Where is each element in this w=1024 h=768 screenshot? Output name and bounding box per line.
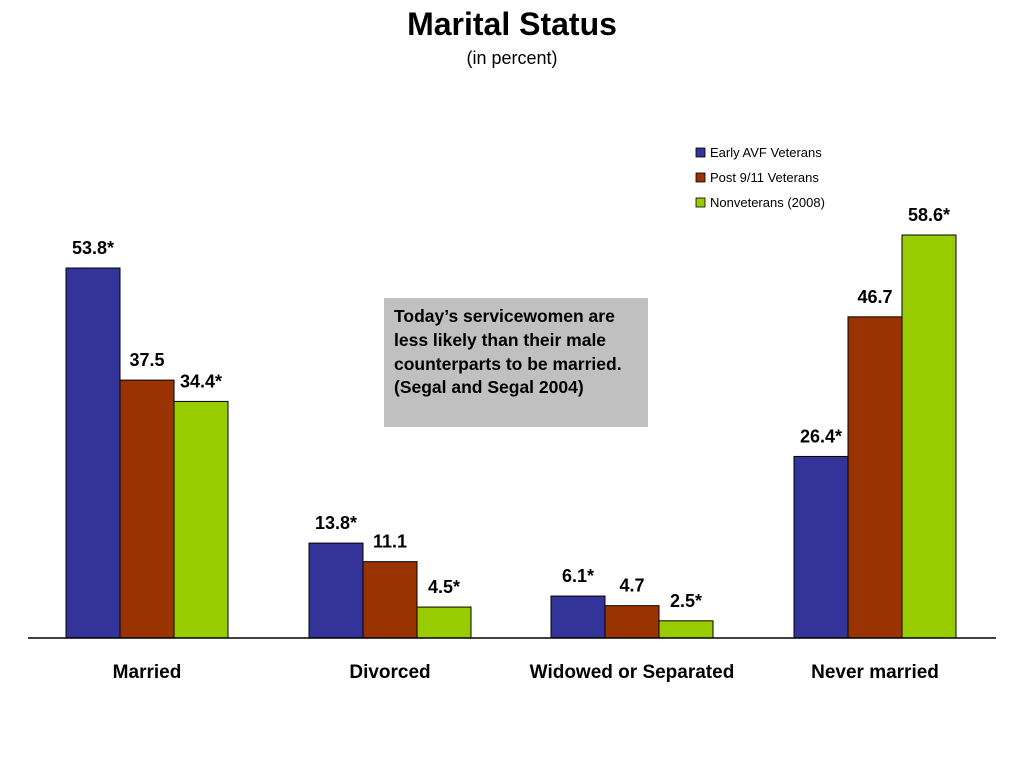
bar-value-label: 11.1 (373, 532, 407, 552)
bar-value-label: 4.7 (619, 576, 644, 596)
bar (173, 400, 229, 639)
bar-value-label: 37.5 (129, 350, 164, 370)
bar-value-label: 2.5* (670, 591, 702, 611)
bar (901, 234, 957, 639)
bar-value-label: 53.8* (72, 238, 114, 258)
category-label: Widowed or Separated (530, 662, 735, 683)
bar (793, 455, 849, 639)
bar-value-label: 26.4* (800, 426, 842, 446)
bar-value-label: 13.8* (315, 513, 357, 533)
callout-box: Today’s servicewomen are less likely tha… (384, 298, 648, 427)
chart-title: Marital Status (407, 6, 617, 42)
bar (550, 595, 606, 639)
bar (308, 542, 364, 639)
bar (65, 267, 121, 639)
bar-value-label: 58.6* (908, 205, 950, 225)
legend-label: Nonveterans (2008) (710, 195, 825, 210)
legend-swatch (695, 147, 706, 158)
bar (847, 316, 903, 639)
category-label: Married (113, 662, 182, 683)
legend-label: Post 9/11 Veterans (710, 170, 819, 185)
bar-value-label: 34.4* (180, 371, 222, 391)
bar-value-label: 6.1* (562, 566, 594, 586)
legend-swatch (695, 172, 706, 183)
bar-value-label: 46.7 (857, 287, 892, 307)
bar-value-label: 4.5* (428, 577, 460, 597)
legend-label: Early AVF Veterans (710, 145, 822, 160)
chart-subtitle: (in percent) (466, 48, 558, 68)
bar (362, 561, 418, 639)
bar (658, 620, 714, 639)
legend-swatch (695, 197, 706, 208)
category-label: Never married (811, 662, 939, 683)
bar (119, 379, 175, 639)
bar (604, 605, 660, 639)
bar (416, 606, 472, 639)
category-label: Divorced (349, 662, 430, 683)
